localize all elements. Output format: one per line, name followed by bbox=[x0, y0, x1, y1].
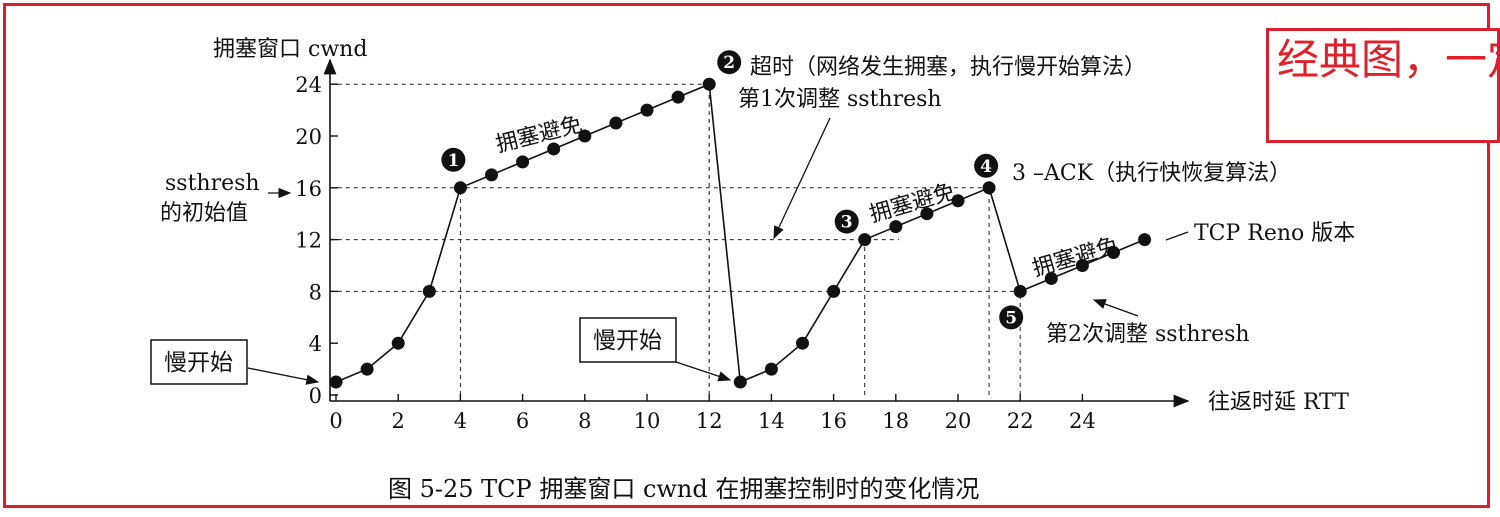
data-point bbox=[671, 90, 685, 104]
x-tick-label: 2 bbox=[392, 409, 405, 433]
data-point bbox=[329, 375, 343, 389]
x-tick-label: 6 bbox=[516, 409, 529, 433]
marker-badge bbox=[999, 305, 1024, 330]
marker-badge bbox=[441, 147, 466, 172]
x-tick-label: 8 bbox=[578, 409, 591, 433]
data-point bbox=[982, 181, 996, 195]
reno-arrow bbox=[1165, 231, 1189, 241]
x-tick-label: 18 bbox=[882, 409, 909, 433]
annotation-overlay: 经典图，一定要理解 bbox=[1266, 28, 1500, 143]
data-point bbox=[1107, 246, 1120, 260]
data-point bbox=[764, 362, 778, 376]
marker-badge bbox=[974, 153, 999, 178]
y-tick-label: 8 bbox=[309, 280, 322, 304]
ssthresh-init-label: ssthresh bbox=[165, 171, 260, 196]
data-point bbox=[578, 129, 592, 143]
marker-badge bbox=[717, 50, 742, 75]
y-tick-label: 20 bbox=[295, 125, 322, 149]
reno-label: TCP Reno 版本 bbox=[1194, 221, 1355, 246]
y-tick-label: 12 bbox=[295, 229, 322, 253]
cwnd-series-line bbox=[335, 83, 1145, 384]
outer-frame bbox=[3, 3, 1490, 508]
timeout-label: 超时（网络发生拥塞，执行慢开始算法） bbox=[750, 55, 1146, 80]
x-tick-label: 20 bbox=[945, 409, 972, 433]
data-point bbox=[920, 207, 934, 221]
data-point bbox=[827, 284, 841, 298]
x-tick-label: 24 bbox=[1069, 409, 1096, 433]
slow-start-label-1: 慢开始 bbox=[164, 350, 233, 376]
data-point bbox=[702, 77, 716, 91]
y-tick-label: 4 bbox=[309, 332, 322, 356]
x-tick-label: 12 bbox=[696, 409, 723, 433]
three-ack-label: 3 –ACK（执行快恢复算法） bbox=[1012, 161, 1291, 186]
data-point bbox=[360, 362, 374, 376]
y-tick-label: 24 bbox=[295, 73, 322, 97]
data-point bbox=[1044, 271, 1058, 285]
cwnd-points bbox=[329, 77, 1152, 389]
slow-start-label-2: 慢开始 bbox=[593, 328, 662, 354]
slow-start-arrow-1 bbox=[247, 367, 320, 385]
x-tick-label: 0 bbox=[329, 409, 342, 433]
data-point bbox=[640, 103, 654, 117]
congestion-avoidance-3: 拥塞避免 bbox=[1030, 233, 1121, 281]
data-point bbox=[889, 220, 903, 234]
y-tick-label: 0 bbox=[309, 384, 322, 408]
second-adjust-arrow bbox=[1092, 299, 1139, 317]
dashed-guides bbox=[329, 83, 1021, 395]
figure-caption: 图 5-25 TCP 拥塞窗口 cwnd 在拥塞控制时的变化情况 bbox=[388, 475, 979, 503]
x-tick-label: 4 bbox=[454, 409, 467, 433]
slow-start-box-1 bbox=[150, 339, 248, 385]
data-point bbox=[1138, 233, 1152, 247]
marker-number: 1 bbox=[447, 151, 459, 171]
overlay-text: 经典图，一定要理解 bbox=[1277, 35, 1497, 84]
x-tick-label: 16 bbox=[820, 409, 847, 433]
data-point bbox=[453, 181, 467, 195]
slow-start-box-2 bbox=[579, 317, 677, 363]
data-point bbox=[391, 336, 405, 350]
marker-number: 5 bbox=[1005, 308, 1017, 328]
data-point bbox=[1075, 259, 1089, 272]
congestion-avoidance-1: 拥塞避免 bbox=[493, 112, 584, 158]
marker-badge bbox=[834, 209, 859, 234]
y-axis-label: 拥塞窗口 cwnd bbox=[213, 37, 367, 62]
data-point bbox=[609, 116, 623, 130]
x-tick-label: 10 bbox=[634, 409, 661, 433]
second-adjust-label: 第2次调整 ssthresh bbox=[1046, 322, 1250, 347]
numbered-markers: 1 2 3 4 5 bbox=[441, 50, 1024, 330]
data-point bbox=[733, 375, 747, 389]
data-point bbox=[951, 194, 965, 208]
slow-start-arrow-2 bbox=[675, 361, 732, 382]
x-tick-label: 14 bbox=[758, 409, 785, 433]
data-point bbox=[796, 336, 809, 350]
data-point bbox=[547, 142, 561, 156]
data-point bbox=[485, 168, 498, 182]
y-tick-label: 16 bbox=[295, 177, 322, 201]
x-axis-label: 往返时延 RTT bbox=[1208, 390, 1349, 415]
data-point bbox=[1013, 284, 1027, 298]
data-point bbox=[422, 284, 436, 298]
marker-number: 3 bbox=[841, 213, 853, 233]
ssthresh-init-label-2: 的初始值 bbox=[160, 201, 248, 226]
marker-number: 4 bbox=[980, 157, 992, 177]
data-point bbox=[858, 233, 872, 247]
data-point bbox=[516, 155, 530, 169]
marker-number: 2 bbox=[723, 53, 735, 73]
first-adjust-arrow bbox=[773, 117, 831, 240]
x-tick-label: 22 bbox=[1007, 409, 1034, 433]
first-adjust-label: 第1次调整 ssthresh bbox=[738, 87, 942, 112]
